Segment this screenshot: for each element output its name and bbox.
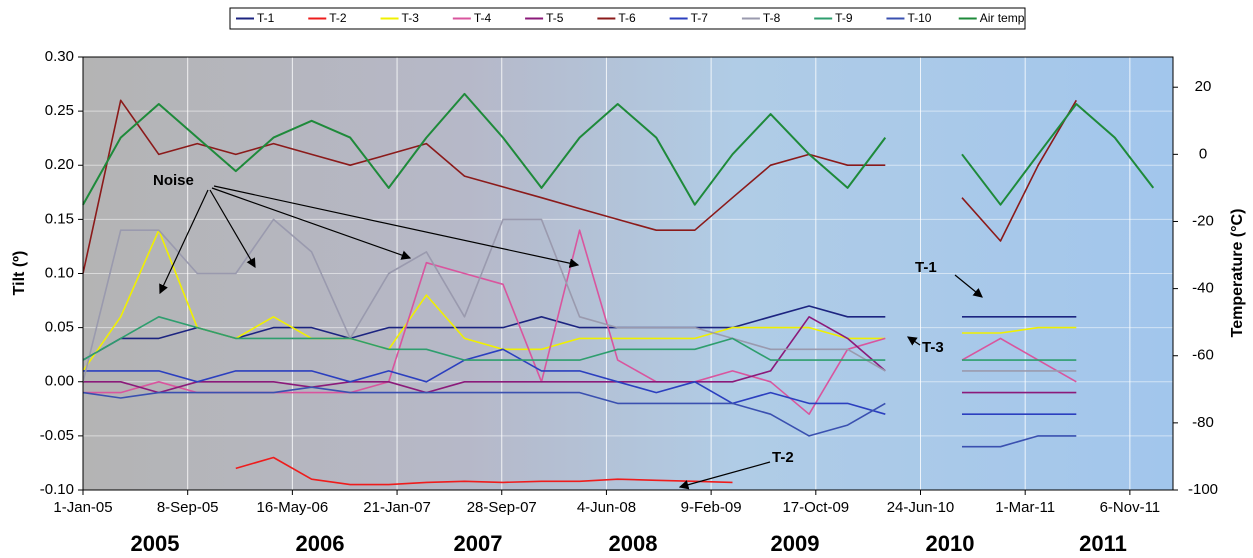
- legend-label: T-6: [618, 11, 636, 25]
- legend-label: T-2: [329, 11, 347, 25]
- annotation: T-2: [772, 449, 794, 466]
- y-tick-label: -0.05: [40, 427, 74, 444]
- y-tick-label: 0.30: [45, 48, 74, 65]
- year-label: 2011: [1079, 531, 1127, 556]
- y-axis-label: Tilt (º): [11, 251, 28, 296]
- year-label: 2009: [771, 531, 820, 556]
- x-tick-label: 4-Jun-08: [577, 499, 636, 516]
- annotation: T-3: [922, 339, 944, 356]
- y-tick-label: 0.25: [45, 102, 74, 119]
- legend-label: T-8: [763, 11, 781, 25]
- y-tick-label: 0.20: [45, 156, 74, 173]
- x-tick-label: 21-Jan-07: [363, 499, 431, 516]
- legend-label: T-1: [257, 11, 275, 25]
- y-tick-label: 0.00: [45, 373, 74, 390]
- y2-tick-label: -100: [1188, 481, 1218, 498]
- x-tick-label: 9-Feb-09: [681, 499, 742, 516]
- x-tick-label: 1-Jan-05: [53, 499, 112, 516]
- series-line: [82, 99, 1077, 274]
- x-tick-label: 17-Oct-09: [782, 499, 849, 516]
- legend-box: [229, 7, 1026, 30]
- y2-tick-label: -40: [1192, 280, 1214, 297]
- annotation: T-1: [915, 259, 937, 276]
- y-tick-label: 0.15: [45, 210, 74, 227]
- legend-label: T-5: [546, 11, 564, 25]
- y2-tick-label: -80: [1192, 414, 1214, 431]
- legend-label: Air temp: [980, 11, 1025, 25]
- year-label: 2008: [609, 531, 658, 556]
- y2-tick-label: 20: [1195, 78, 1212, 95]
- y2-tick-label: 0: [1199, 145, 1207, 162]
- annotation-arrows: [159, 185, 983, 490]
- annotation: Noise: [153, 172, 194, 189]
- y-tick-label: -0.10: [40, 481, 74, 498]
- y2-tick-label: -60: [1192, 347, 1214, 364]
- series-line: [235, 456, 733, 486]
- legend-label: T-4: [474, 11, 492, 25]
- x-tick-label: 8-Sep-05: [157, 499, 219, 516]
- year-label: 2010: [926, 531, 975, 556]
- x-tick-label: 28-Sep-07: [467, 499, 537, 516]
- y-tick-label: 0.05: [45, 319, 74, 336]
- legend-label: T-7: [691, 11, 709, 25]
- x-tick-label: 1-Mar-11: [995, 499, 1055, 516]
- year-label: 2006: [296, 531, 345, 556]
- x-tick-label: 24-Jun-10: [887, 499, 955, 516]
- year-label: 2005: [131, 531, 180, 556]
- series-line: [82, 92, 1155, 206]
- legend-label: T-3: [402, 11, 420, 25]
- y2-axis-label: Temperature (°C): [1229, 209, 1246, 338]
- x-tick-label: 6-Nov-11: [1100, 499, 1161, 516]
- legend-label: T-10: [907, 11, 931, 25]
- y-tick-label: 0.10: [45, 264, 74, 281]
- y2-tick-label: -20: [1192, 212, 1214, 229]
- year-label: 2007: [454, 531, 503, 556]
- x-tick-label: 16-May-06: [257, 499, 329, 516]
- legend-label: T-9: [835, 11, 853, 25]
